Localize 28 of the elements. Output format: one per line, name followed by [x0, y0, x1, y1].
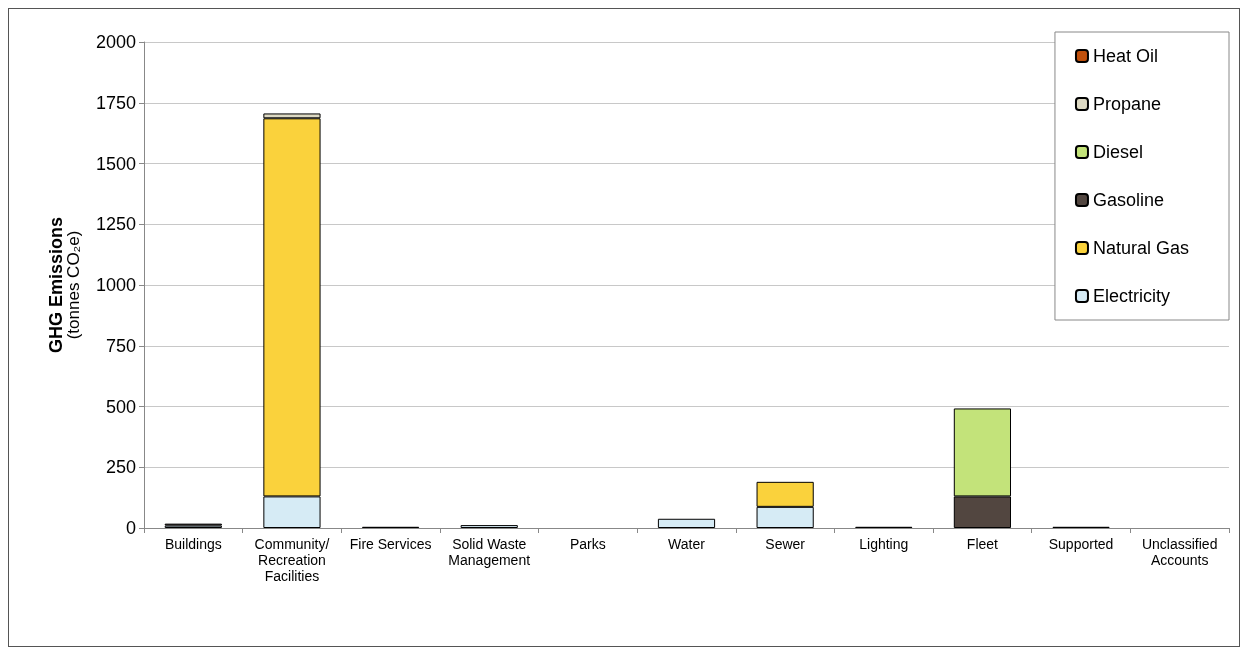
x-tick-label: Fleet [966, 536, 999, 552]
y-tick-label: 250 [105, 457, 136, 478]
x-tick-label: Water [668, 536, 706, 552]
legend-label: Electricity [1092, 286, 1170, 306]
x-tick-label: Lighting [859, 536, 909, 552]
legend-label: Natural Gas [1092, 238, 1190, 258]
legend-label: Heat Oil [1092, 46, 1158, 66]
legend-label: Gasoline [1092, 190, 1165, 210]
y-tick-label: 1750 [95, 92, 136, 113]
x-tick-label: Supported [1048, 536, 1114, 552]
legend-label: Diesel [1092, 142, 1143, 162]
x-tick-label: Fire Services [349, 536, 432, 552]
y-tick-label: 750 [105, 335, 136, 356]
y-tick-label: 1000 [95, 275, 136, 295]
bar [657, 518, 716, 528]
x-tick-label: Unclassified Accounts [1141, 536, 1218, 568]
x-tick-label: Parks [569, 536, 606, 552]
y-tick-label: 500 [105, 396, 136, 417]
x-tick-label: Buildings [164, 536, 222, 552]
y-tick-label: 0 [125, 518, 136, 538]
y-tick-label: 1500 [95, 153, 136, 174]
y-tick-label: 2000 [95, 32, 136, 52]
y-tick-label: 1250 [95, 214, 136, 235]
x-tick-label: Community/ Recreation Facilities [254, 536, 330, 584]
legend-label: Propane [1092, 94, 1162, 114]
y-axis-title: GHG Emissions (tonnes CO₂e) [46, 216, 83, 354]
x-tick-label: Solid Waste Management [448, 536, 531, 568]
x-tick-label: Sewer [765, 536, 806, 552]
